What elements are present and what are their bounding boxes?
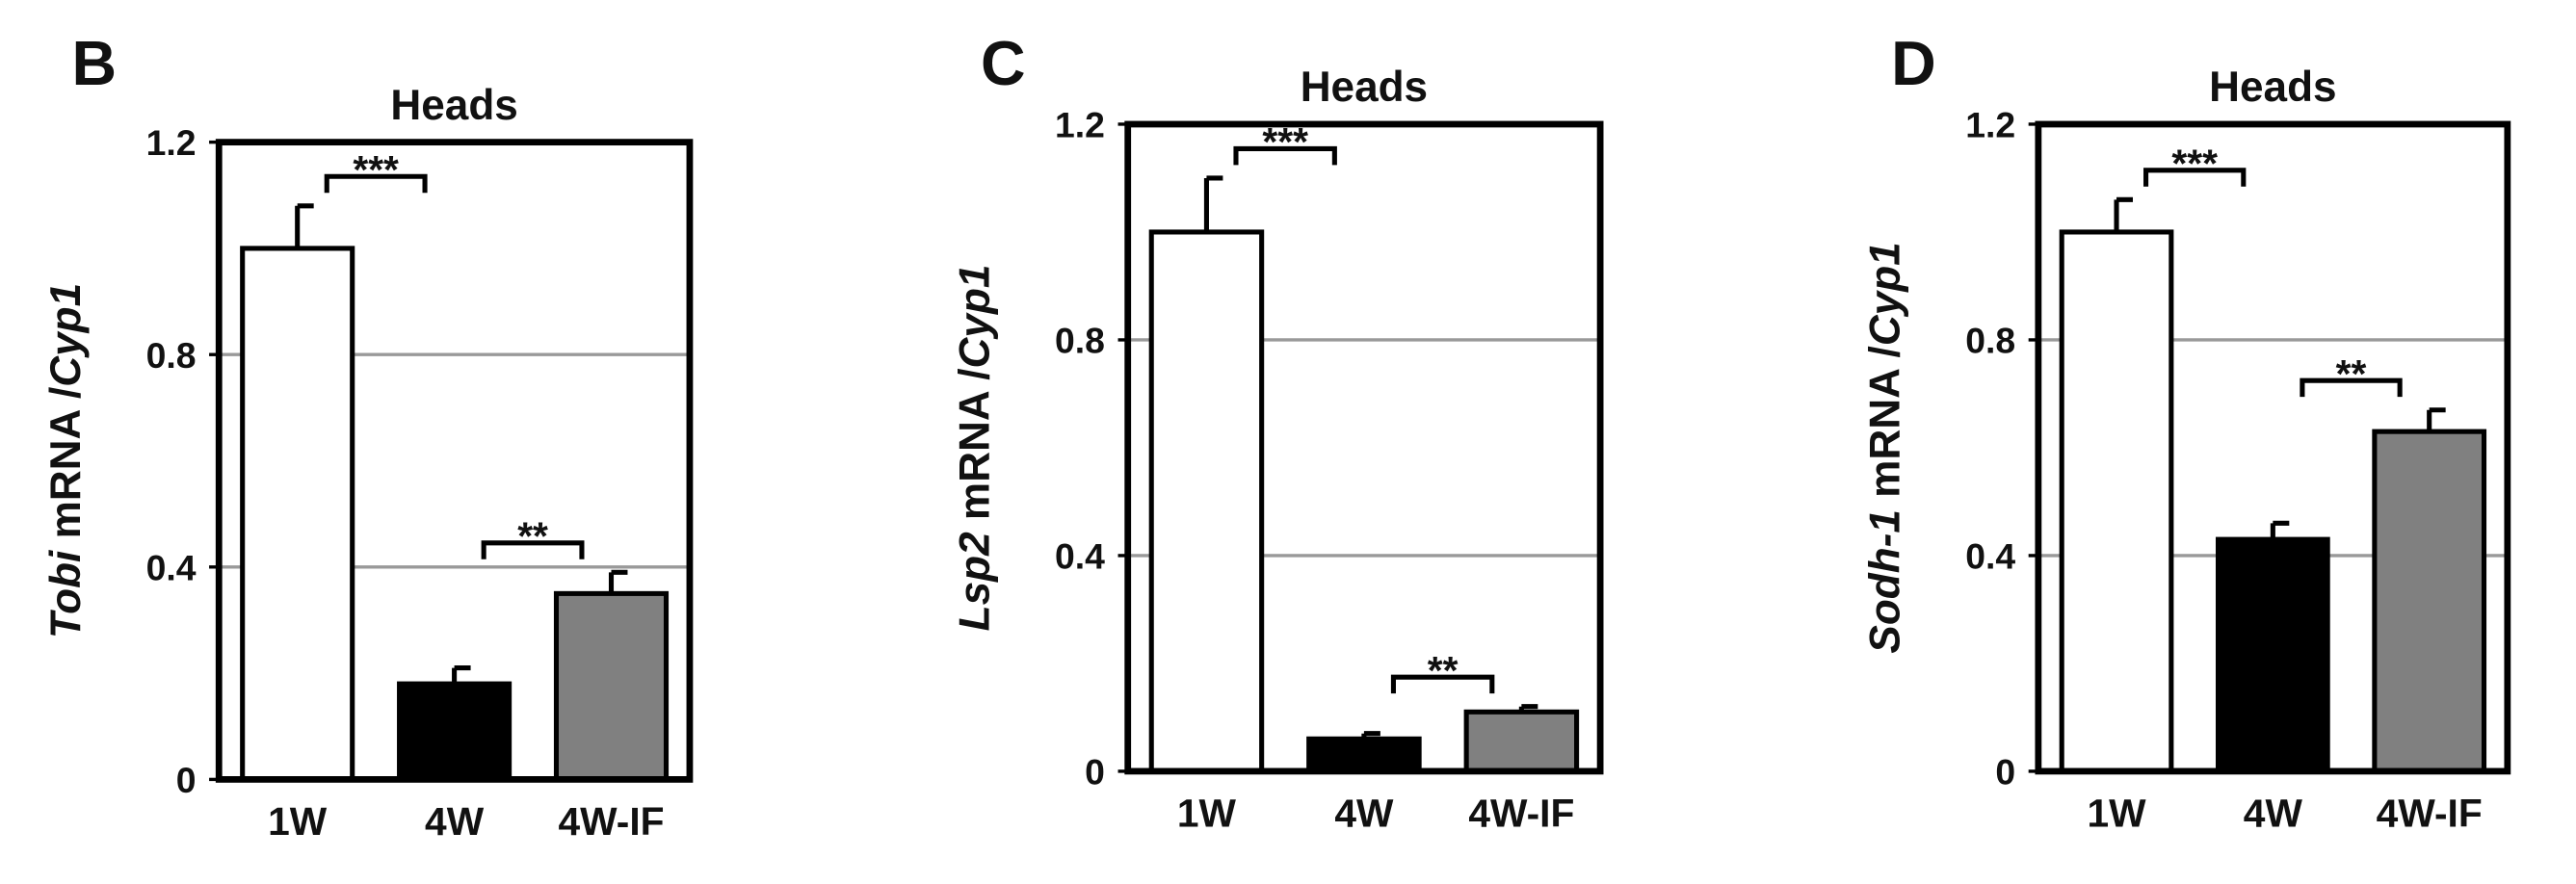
significance-label: *** bbox=[353, 147, 399, 192]
plot-frame bbox=[2035, 120, 2511, 775]
x-tick-label: 4W-IF bbox=[558, 799, 664, 844]
x-tick-label: 4W bbox=[2244, 792, 2303, 836]
significance-bracket bbox=[1390, 674, 1495, 694]
bar bbox=[1463, 709, 1580, 774]
bar bbox=[1148, 229, 1265, 774]
y-axis-label-part: mRNA / bbox=[42, 387, 90, 551]
y-tick-label: 1.2 bbox=[146, 122, 197, 163]
x-tick-label: 1W bbox=[268, 799, 328, 844]
bar bbox=[2372, 429, 2487, 774]
y-axis-label: Lsp2 mRNA /Cyp1 bbox=[951, 265, 998, 632]
significance-label: ** bbox=[2336, 351, 2367, 396]
y-tick-label: 0.8 bbox=[1055, 321, 1105, 361]
significance-bracket bbox=[2143, 168, 2247, 187]
error-bar bbox=[452, 665, 471, 685]
panel-label: C bbox=[981, 29, 1026, 98]
x-tick-label: 1W bbox=[2087, 792, 2146, 836]
chart-title: Heads bbox=[1301, 64, 1428, 111]
y-tick-label: 0.4 bbox=[1055, 536, 1105, 577]
bar bbox=[1306, 736, 1422, 774]
y-tick-label: 0.4 bbox=[146, 547, 197, 587]
significance-bracket bbox=[481, 540, 585, 559]
x-tick-label: 4W bbox=[425, 799, 485, 844]
y-tick-label: 0.8 bbox=[1965, 321, 2015, 361]
bar bbox=[2059, 229, 2174, 774]
error-bar bbox=[2270, 520, 2290, 540]
y-tick-label: 0.8 bbox=[146, 335, 197, 376]
y-axis-label-part: mRNA / bbox=[951, 368, 998, 532]
y-axis-label-part: mRNA / bbox=[1862, 346, 1909, 509]
error-bar bbox=[1518, 704, 1538, 713]
y-axis-label-part: Cyp1 bbox=[1862, 242, 1909, 346]
error-bar bbox=[2114, 196, 2133, 232]
x-tick-label: 4W-IF bbox=[1468, 792, 1574, 836]
bar bbox=[240, 246, 355, 782]
bar bbox=[2215, 536, 2330, 774]
y-tick-label: 1.2 bbox=[1965, 105, 2015, 145]
y-tick-label: 0 bbox=[1995, 751, 2015, 792]
significance-label: ** bbox=[1428, 648, 1459, 692]
plot-frame bbox=[1124, 120, 1604, 775]
y-tick-label: 0.4 bbox=[1965, 536, 2015, 577]
error-bar bbox=[1361, 731, 1380, 740]
panel-label: D bbox=[1891, 29, 1936, 98]
significance-label: ** bbox=[517, 514, 548, 559]
plot-frame bbox=[215, 139, 694, 783]
bar bbox=[397, 681, 513, 782]
y-axis-label-part: Sodh-1 bbox=[1862, 509, 1909, 653]
significance-bracket bbox=[324, 173, 428, 194]
panel-label: B bbox=[72, 29, 118, 98]
y-axis-label: Tobi mRNA /Cyp1 bbox=[42, 283, 90, 638]
error-bar bbox=[295, 203, 314, 248]
significance-bracket bbox=[1233, 145, 1337, 166]
y-axis-label-part: Tobi bbox=[42, 549, 90, 638]
error-bar bbox=[608, 569, 628, 594]
x-tick-label: 4W-IF bbox=[2377, 792, 2483, 836]
error-bar bbox=[2427, 407, 2446, 432]
y-tick-label: 1.2 bbox=[1055, 105, 1105, 145]
significance-label: *** bbox=[2171, 142, 2218, 186]
chart-title: Heads bbox=[390, 82, 517, 129]
y-axis-label-part: Cyp1 bbox=[951, 265, 998, 369]
significance-bracket bbox=[2300, 377, 2403, 398]
bar bbox=[553, 590, 670, 782]
x-tick-label: 4W bbox=[1334, 792, 1394, 836]
chart-title: Heads bbox=[2209, 64, 2336, 111]
y-axis-label: Sodh-1 mRNA /Cyp1 bbox=[1862, 242, 1909, 653]
error-bar bbox=[1203, 175, 1223, 232]
y-axis-label-part: Cyp1 bbox=[42, 283, 90, 387]
y-axis-label-part: Lsp2 bbox=[951, 532, 998, 631]
y-tick-label: 0 bbox=[176, 760, 197, 800]
x-tick-label: 1W bbox=[1177, 792, 1237, 836]
y-tick-label: 0 bbox=[1085, 751, 1105, 792]
